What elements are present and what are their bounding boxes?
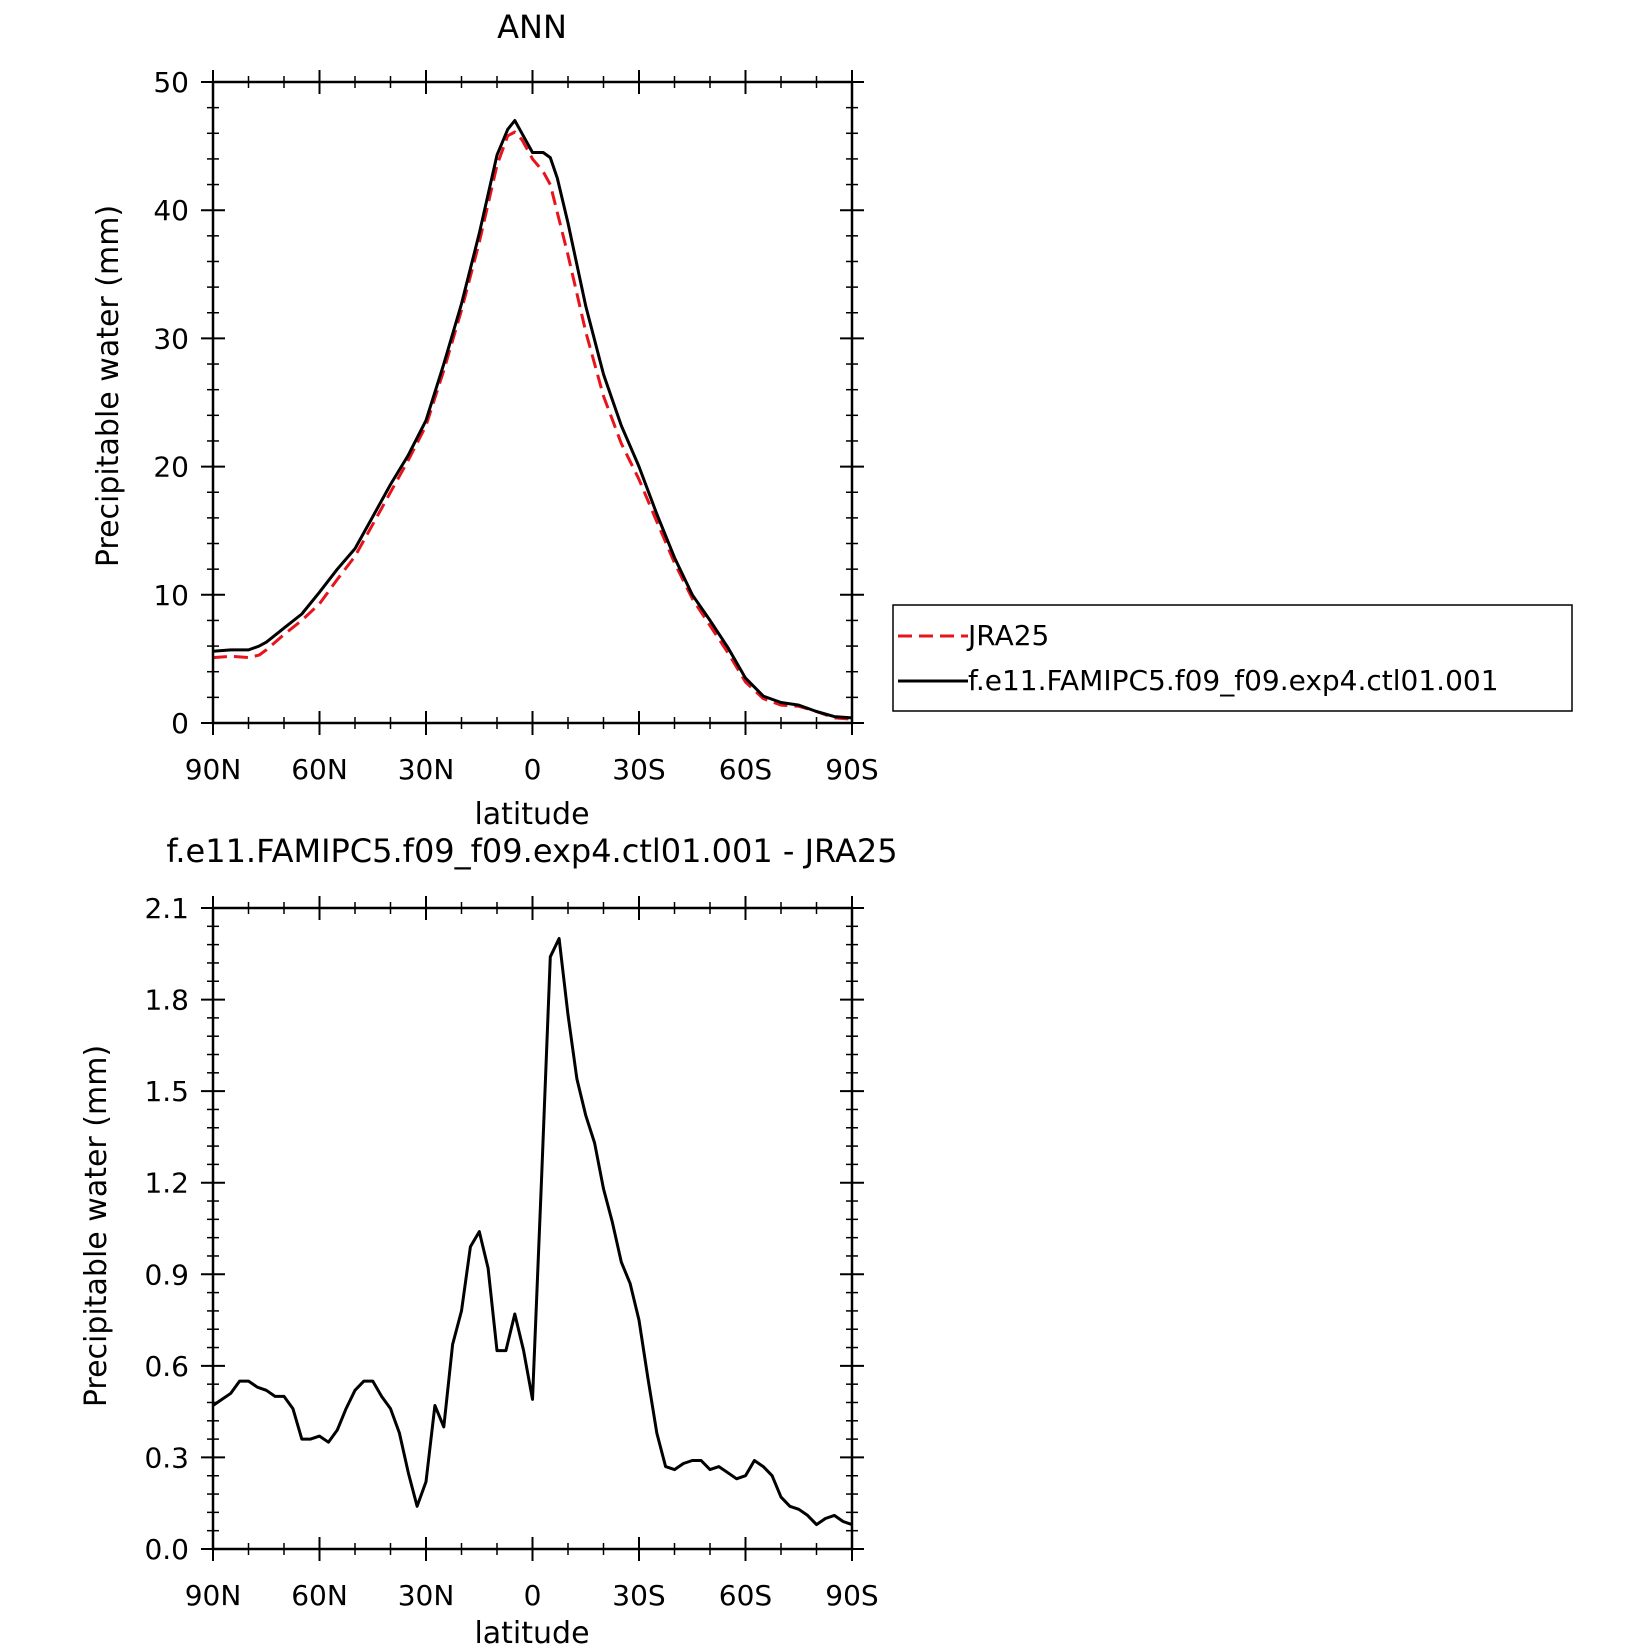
x-tick-label: 90N (185, 1579, 242, 1612)
x-axis-label: latitude (474, 1616, 589, 1651)
chart-title: f.e11.FAMIPC5.f09_f09.exp4.ctl01.001 - J… (166, 832, 897, 870)
x-tick-label: 60S (719, 1579, 772, 1612)
y-tick-label: 1.2 (144, 1167, 189, 1200)
x-tick-label: 90S (825, 1579, 878, 1612)
zonal-mean-chart: ANN Precipitable water (mm) latitude 0 10… (91, 8, 1573, 832)
legend: JRA25 f.e11.FAMIPC5.f09_f09.exp4.ctl01.0… (892, 604, 1573, 712)
y-tick-label: 0.3 (144, 1441, 189, 1474)
series-line-series-0 (212, 937, 853, 1527)
y-tick-label: 2.1 (144, 892, 189, 925)
chart-series (212, 119, 853, 721)
legend-label-jra25: JRA25 (966, 619, 1049, 652)
y-tick-label: 0.0 (144, 1533, 189, 1566)
chart-title: ANN (497, 8, 567, 46)
x-tick-label: 60S (719, 753, 772, 786)
x-tick-label: 30N (398, 1579, 455, 1612)
x-tick-label: 90N (185, 753, 242, 786)
difference-chart: f.e11.FAMIPC5.f09_f09.exp4.ctl01.001 - J… (79, 832, 898, 1651)
series-line-f-e11-famipc5-f09-f09-exp4-ctl01-001 (212, 119, 853, 720)
plot-frame (211, 906, 854, 1551)
y-tick-label: 0.6 (144, 1350, 189, 1383)
x-tick-label: 90S (825, 753, 878, 786)
y-tick-label: 10 (153, 579, 189, 612)
y-tick-label: 1.8 (144, 984, 189, 1017)
y-axis-label: Precipitable water (mm) (91, 205, 126, 567)
x-tick-label: 30S (612, 753, 665, 786)
series-line-jra25 (212, 130, 853, 721)
x-tick-label: 30N (398, 753, 455, 786)
legend-label-model: f.e11.FAMIPC5.f09_f09.exp4.ctl01.001 (968, 664, 1499, 697)
y-tick-label: 50 (153, 66, 189, 99)
tick-labels: 0.0 0.3 0.6 0.9 1.2 1.5 1.8 2.1 90N 60N 30N 0 30S 60S… (144, 892, 878, 1612)
y-tick-label: 0.9 (144, 1258, 189, 1291)
y-tick-label: 0 (171, 707, 189, 740)
y-tick-label: 1.5 (144, 1075, 189, 1108)
x-tick-label: 60N (291, 753, 348, 786)
legend-box (892, 604, 1573, 712)
plot-frame (211, 80, 854, 725)
x-axis-label: latitude (474, 797, 589, 832)
y-tick-label: 40 (153, 194, 189, 227)
x-tick-label: 0 (524, 753, 542, 786)
x-tick-label: 30S (612, 1579, 665, 1612)
chart-series (212, 937, 853, 1527)
tick-labels: 0 10 20 30 40 50 90N 60N 30N 0 30S 60S 90S (153, 66, 878, 786)
x-tick-label: 0 (524, 1579, 542, 1612)
y-tick-label: 20 (153, 451, 189, 484)
x-tick-label: 60N (291, 1579, 348, 1612)
y-axis-label: Precipitable water (mm) (79, 1045, 114, 1407)
y-tick-label: 30 (153, 322, 189, 355)
